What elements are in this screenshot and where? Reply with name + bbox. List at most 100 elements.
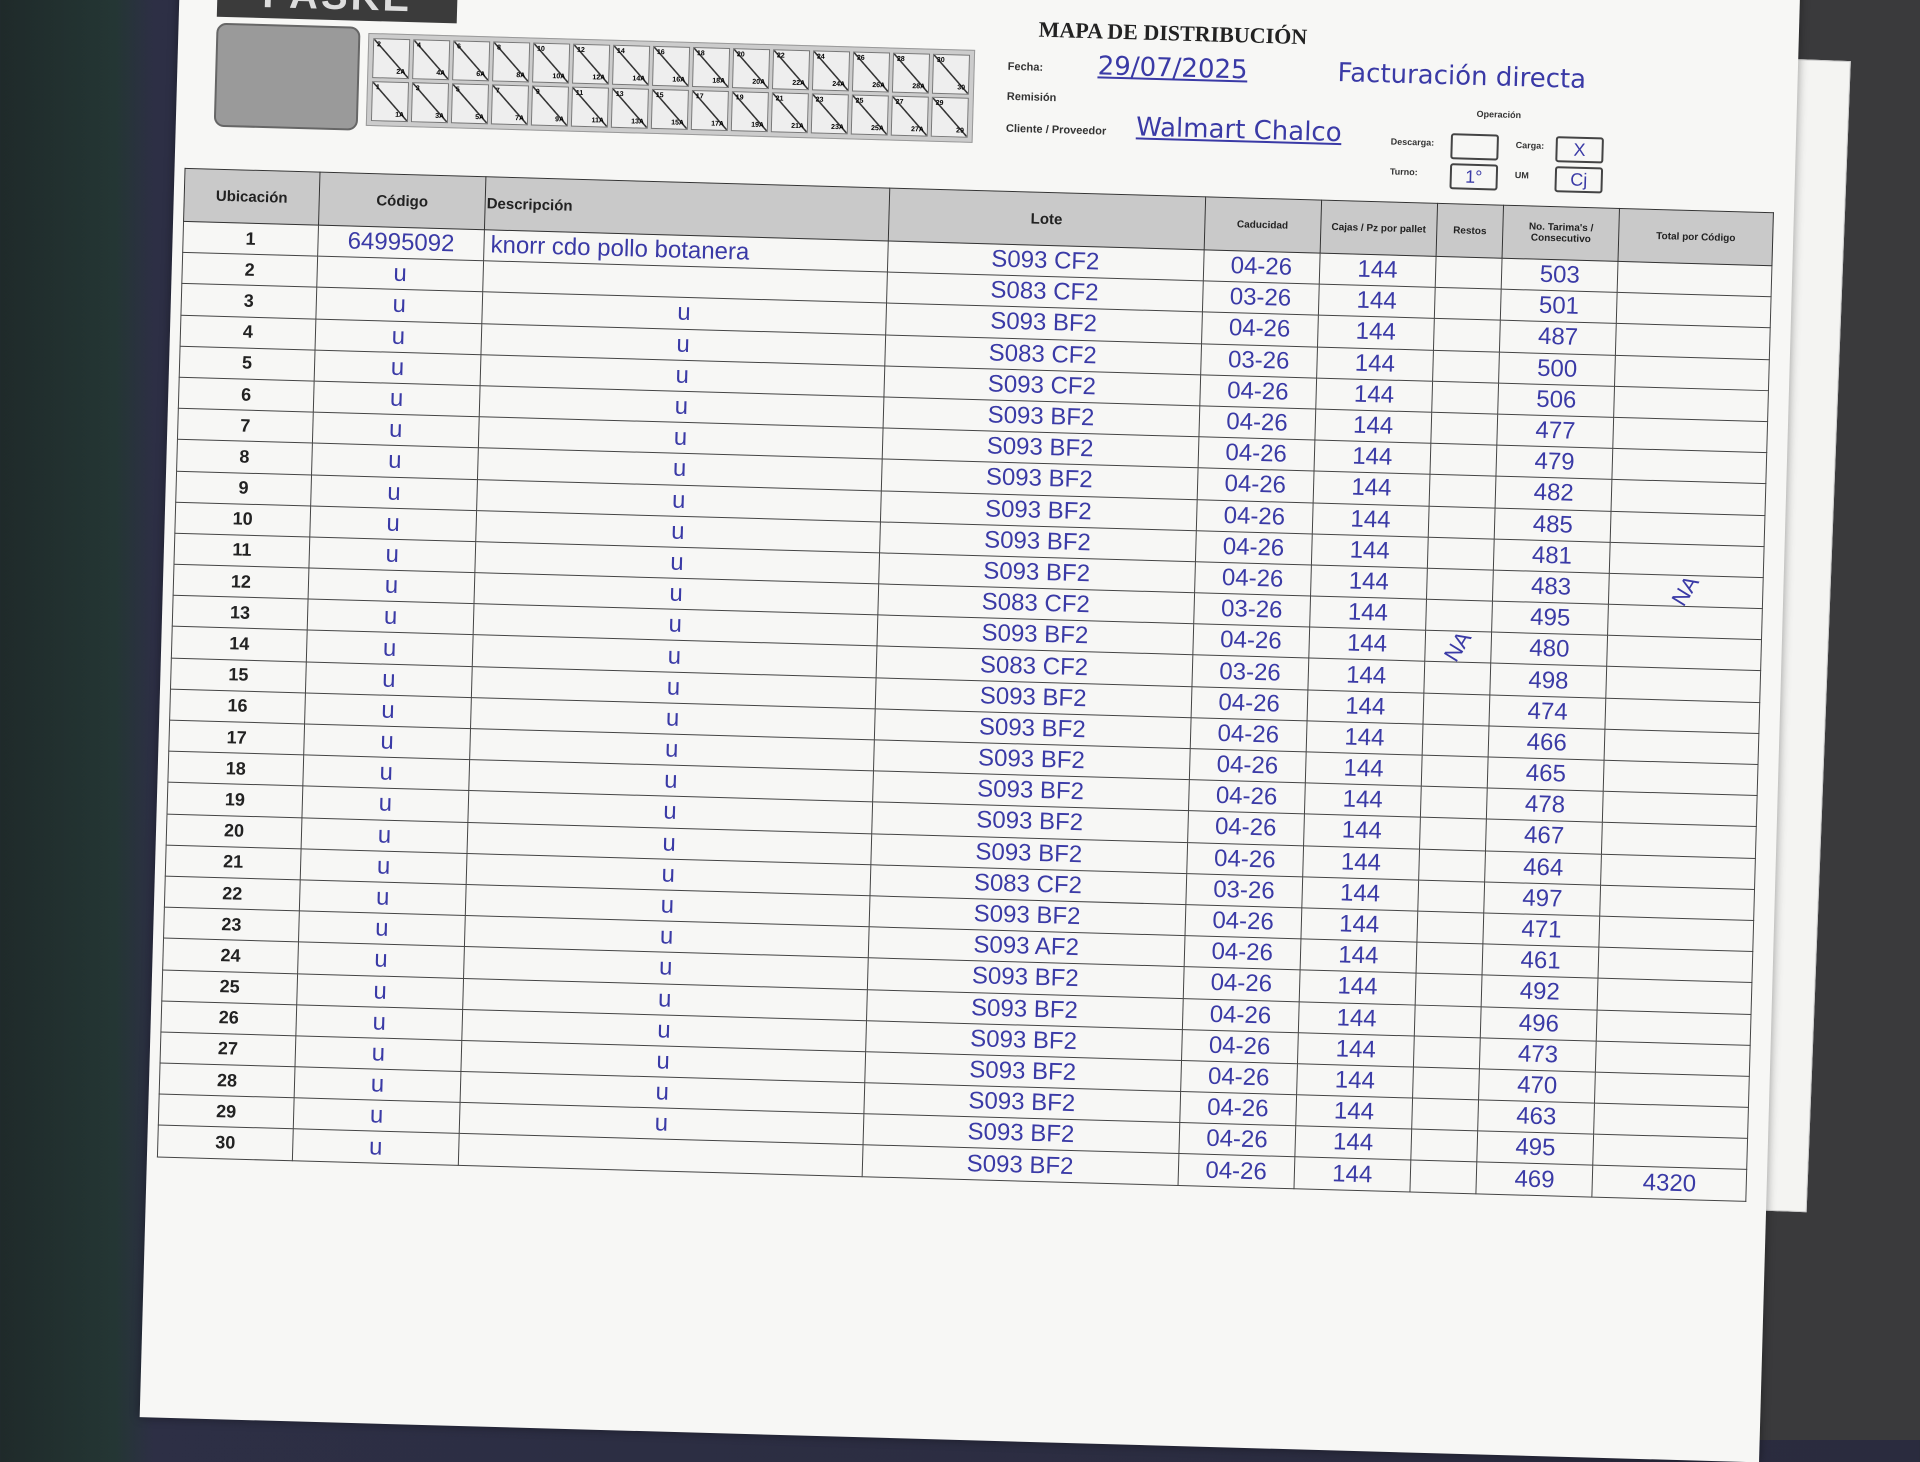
restos-cell [1427,536,1495,570]
col-codigo: Código [318,172,486,230]
total-cell [1593,1103,1749,1139]
consecutivo-cell: 467 [1485,819,1603,854]
restos-cell [1410,1129,1478,1163]
codigo-cell: u [307,568,475,604]
codigo-cell: u [294,1066,461,1103]
total-cell [1600,853,1756,890]
position-sub: 3A [435,112,445,121]
restos-cell [1414,1004,1482,1038]
truck-position-cell: 4 4A [412,39,451,81]
total-cell [1615,323,1771,360]
truck-position-cell: 28 28A [891,52,931,94]
position-number: 10 [536,45,545,53]
ubicacion-cell: 19 [167,782,303,818]
position-number: 25 [855,97,864,105]
truck-icon [213,22,361,131]
truck-position-cell: 23 23A [810,93,849,135]
consecutivo-cell: 500 [1498,351,1616,387]
cajas-cell: 144 [1312,502,1430,537]
position-sub: 5A [475,113,485,122]
total-cell: NA [1608,571,1764,611]
cajas-cell: 144 [1315,377,1433,413]
truck-position-cell: 7 7A [490,84,529,126]
position-number: 8 [496,44,502,52]
truck-position-cell: 29 29 [930,96,969,138]
caducidad-cell: 03-26 [1191,655,1309,690]
codigo-cell: u [293,1098,461,1134]
codigo-cell: u [311,443,479,480]
consecutivo-cell: 465 [1487,756,1605,792]
ubicacion-cell: 26 [160,1000,297,1036]
caducidad-cell: 04-26 [1194,561,1312,597]
restos-cell [1432,349,1500,383]
ubicacion-cell: 21 [165,844,301,880]
consecutivo-cell: 474 [1489,694,1607,730]
consecutivo-cell: 501 [1500,289,1618,324]
caducidad-cell: 04-26 [1182,966,1300,1002]
truck-position-grid: 2 2A 4 4A 6 6A 8 8A 10 10A 12 12A 14 14A 16 16A 18 18A 20 2… [365,32,976,143]
caducidad-cell: 04-26 [1202,249,1320,285]
position-sub: 1A [395,111,405,119]
codigo-cell: u [315,287,483,324]
ubicacion-cell: 22 [164,876,301,911]
truck-position-cell: 1 1A [370,81,410,123]
ubicacion-cell: 11 [173,533,310,569]
total-cell [1613,417,1768,453]
caducidad-cell: 03-26 [1201,281,1319,316]
consecutivo-cell: 495 [1476,1131,1594,1166]
descarga-checkbox[interactable] [1450,133,1499,161]
restos-cell [1417,879,1485,913]
position-number: 3 [415,85,420,93]
restos-cell [1415,973,1483,1007]
turno-box[interactable]: 1° [1449,163,1499,191]
position-number: 19 [735,94,744,102]
caducidad-cell: 04-26 [1196,468,1314,503]
total-cell [1607,604,1763,640]
codigo-cell: u [300,848,468,885]
restos-cell [1419,817,1487,851]
total-na-mark: NA [1666,571,1705,611]
cajas-cell: 144 [1304,783,1422,818]
codigo-cell: u [297,942,465,978]
ubicacion-cell: 15 [170,657,307,693]
restos-cell [1426,568,1494,602]
total-cell [1617,261,1772,297]
total-cell: 4320 [1592,1165,1747,1201]
codigo-cell: u [306,630,474,667]
position-sub: 29 [955,127,964,135]
cajas-cell: 144 [1298,970,1416,1005]
truck-position-cell: 15 15A [650,88,689,130]
position-sub: 2A [396,68,406,76]
truck-position-cell: 24 24A [811,50,851,92]
position-number: 6 [456,43,462,51]
restos-cell [1412,1066,1480,1100]
codigo-cell: u [302,755,470,791]
caducidad-cell: 04-26 [1189,717,1307,752]
cajas-cell: 144 [1300,907,1418,943]
ubicacion-cell: 6 [178,377,315,413]
restos-cell [1418,848,1486,882]
codigo-cell: u [300,817,468,854]
ubicacion-cell: 24 [162,938,299,974]
consecutivo-cell: 470 [1478,1068,1596,1104]
ubicacion-cell: 12 [173,564,309,600]
truck-position-cell: 3 3A [410,82,450,124]
position-number: 2 [376,41,382,49]
total-cell [1614,354,1770,391]
position-sub: 6A [476,70,486,79]
carga-checkbox[interactable]: X [1555,136,1604,164]
caducidad-cell: 04-26 [1184,904,1302,939]
cajas-cell: 144 [1305,720,1423,756]
cajas-cell: 144 [1294,1126,1412,1161]
ubicacion-cell: 4 [180,314,316,350]
truck-position-cell: 13 13A [610,87,649,129]
restos-cell [1422,692,1490,726]
caducidad-cell: 04-26 [1187,811,1305,846]
position-sub: 10A [552,73,566,81]
codigo-cell: u [312,412,480,448]
caducidad-cell: 04-26 [1181,1029,1299,1064]
cajas-cell: 144 [1318,253,1436,288]
total-cell [1611,479,1766,516]
col-consecutivo: No. Tarima's / Consecutivo [1502,205,1620,262]
um-box[interactable]: Cj [1554,166,1604,194]
